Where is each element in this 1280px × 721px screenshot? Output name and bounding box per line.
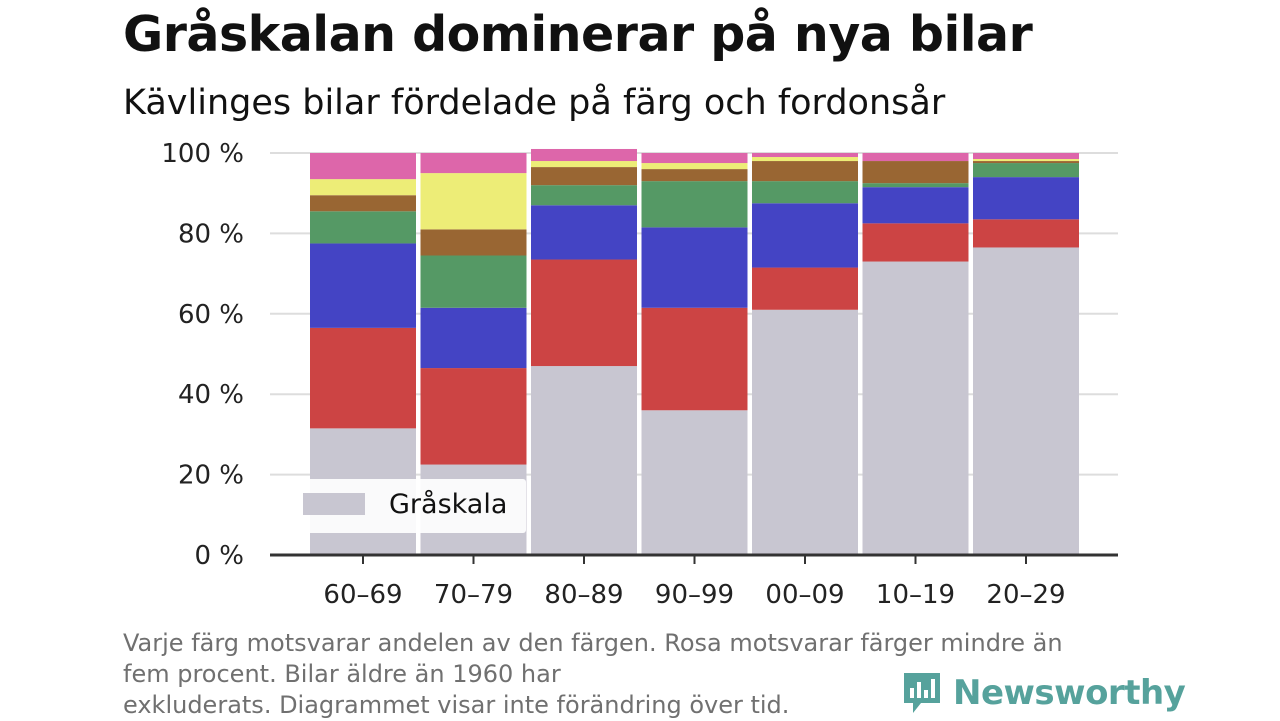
y-tick-label: 20 % xyxy=(178,461,244,491)
bar-segment xyxy=(752,161,858,182)
bar-segment xyxy=(973,219,1079,248)
bar-segment xyxy=(973,159,1079,162)
bar-segment xyxy=(310,243,416,328)
x-tick-label: 90–99 xyxy=(655,580,734,610)
bar-segment xyxy=(641,169,748,182)
y-tick-label: 40 % xyxy=(178,380,244,410)
bar-segment xyxy=(420,229,527,256)
chart-note: Varje färg motsvarar andelen av den färg… xyxy=(123,628,1133,721)
bar-segment xyxy=(531,167,637,186)
chart-note-line: fem procent. Bilar äldre än 1960 har xyxy=(123,660,561,688)
bar-segment xyxy=(752,181,858,204)
chart-title: Gråskalan dominerar på nya bilar xyxy=(123,6,1033,63)
bar-segment xyxy=(752,157,858,162)
legend-swatch xyxy=(303,493,365,515)
y-tick-label: 0 % xyxy=(194,541,244,571)
bar-segment xyxy=(531,185,637,206)
bar-segment xyxy=(862,153,969,162)
chart-note-line: exkluderats. Diagrammet visar inte förän… xyxy=(123,691,790,719)
bar-segment xyxy=(531,148,637,162)
bar-segment xyxy=(641,153,748,164)
bar-segment xyxy=(310,195,416,212)
x-tick-label: 00–09 xyxy=(765,580,844,610)
bar-segment xyxy=(973,153,1079,160)
bar-segment xyxy=(973,161,1079,164)
bar-segment xyxy=(531,259,637,367)
bar-segment xyxy=(752,153,858,158)
y-tick-label: 60 % xyxy=(178,300,244,330)
bar-segment xyxy=(641,410,748,555)
x-tick-label: 60–69 xyxy=(323,580,402,610)
bar-segment xyxy=(973,177,1079,220)
bar-segment xyxy=(310,153,416,180)
x-tick-label: 10–19 xyxy=(876,580,955,610)
x-tick-label: 80–89 xyxy=(544,580,623,610)
bar-segment xyxy=(420,307,527,369)
chart-note-line: Varje färg motsvarar andelen av den färg… xyxy=(123,629,1063,657)
bar-segment xyxy=(862,223,969,262)
bar-segment xyxy=(862,183,969,188)
bar-segment xyxy=(641,227,748,308)
newsworthy-logo-icon xyxy=(904,673,940,713)
bar-segment xyxy=(862,261,969,555)
bar-segment xyxy=(752,203,858,268)
bar-segment xyxy=(531,205,637,260)
bar-segment xyxy=(641,181,748,228)
bar-segment xyxy=(641,163,748,170)
chart-subtitle: Kävlinges bilar fördelade på färg och fo… xyxy=(123,83,946,123)
legend-box xyxy=(289,479,526,533)
bar-segment xyxy=(420,153,527,174)
bar-segment xyxy=(862,161,969,184)
bar-segment xyxy=(310,327,416,429)
bar-segment xyxy=(641,307,748,411)
bar-segment xyxy=(973,247,1079,555)
bar-segment xyxy=(752,267,858,310)
bar-segment xyxy=(752,309,858,555)
y-tick-label: 100 % xyxy=(161,139,244,169)
bar-segment xyxy=(531,366,637,555)
bar-segment xyxy=(531,161,637,168)
legend-label: Gråskala xyxy=(389,489,507,520)
newsworthy-logo: Newsworthy xyxy=(901,670,1186,716)
bar-segment xyxy=(420,255,527,308)
x-tick-label: 70–79 xyxy=(434,580,513,610)
brand-name: Newsworthy xyxy=(953,673,1186,713)
bar-segment xyxy=(310,179,416,196)
bar-segment xyxy=(420,173,527,230)
x-tick-label: 20–29 xyxy=(986,580,1065,610)
bar-segment xyxy=(862,187,969,224)
bar-segment xyxy=(973,163,1079,178)
bar-segment xyxy=(420,368,527,465)
bar-segment xyxy=(310,211,416,244)
y-tick-label: 80 % xyxy=(178,219,244,249)
